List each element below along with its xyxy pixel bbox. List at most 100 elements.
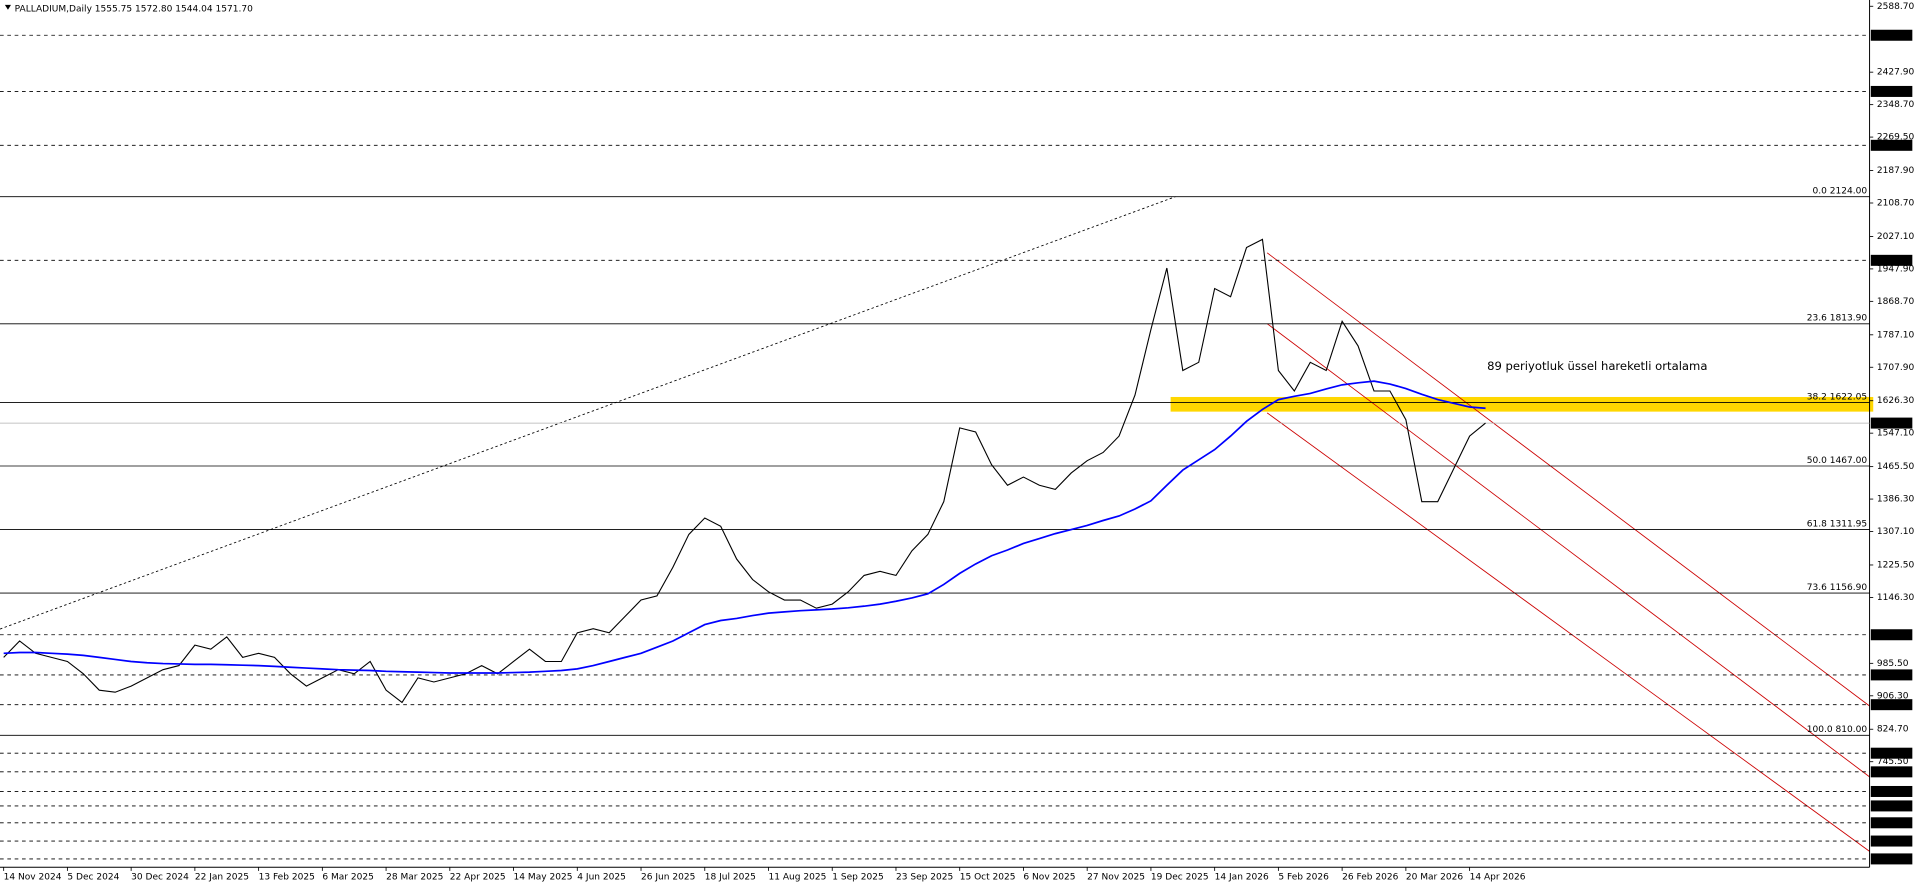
fib-label: 73.6 1156.90	[1807, 582, 1868, 592]
support-zone	[1170, 396, 1874, 412]
x-tick-label: 26 Feb 2026	[1342, 873, 1398, 883]
level-box	[1870, 747, 1913, 759]
level-box	[1870, 835, 1913, 847]
channel-line	[1266, 323, 1870, 778]
fib-label: 38.2 1622.05	[1807, 392, 1867, 402]
chart-header: PALLADIUM,Daily 1555.75 1572.80 1544.04 …	[15, 4, 253, 14]
fib-level: 50.0	[1807, 455, 1827, 465]
x-tick-label: 5 Dec 2024	[67, 873, 119, 883]
x-tick-label: 26 Jun 2025	[641, 873, 695, 883]
level-label: 672.85	[1874, 787, 1906, 797]
y-tick-label: 1386.30	[1877, 495, 1915, 505]
trend-line	[0, 196, 1176, 630]
level-label: 957.30	[1874, 670, 1906, 680]
y-tick-label: 906.30	[1877, 691, 1909, 701]
high: 1572.80	[135, 4, 173, 14]
fib-label: 23.6 1813.90	[1807, 313, 1868, 323]
fib-label: 100.0 810.00	[1807, 725, 1868, 735]
price-line	[3, 238, 1486, 704]
x-tick-label: 30 Dec 2024	[131, 873, 189, 883]
fib-price: 1467.00	[1830, 455, 1868, 465]
y-tick-label: 1146.30	[1877, 593, 1915, 603]
level-box	[1870, 629, 1913, 641]
y-tick-label: 2027.10	[1877, 232, 1915, 242]
x-tick-label: 14 Apr 2026	[1470, 873, 1526, 883]
close: 1571.70	[216, 4, 254, 14]
fib-price: 1156.90	[1830, 582, 1868, 592]
x-tick-label: 18 Jul 2025	[705, 873, 756, 883]
fib-price: 1622.05	[1830, 392, 1867, 402]
symbol: PALLADIUM,Daily	[15, 4, 93, 14]
x-tick-label: 5 Feb 2026	[1278, 873, 1329, 883]
y-tick-label: 1465.50	[1877, 462, 1915, 472]
fib-level: 100.0	[1807, 725, 1833, 735]
x-tick-label: 13 Feb 2025	[259, 873, 315, 883]
level-label: 1968.80	[1874, 256, 1912, 266]
current-price-box	[1870, 417, 1913, 429]
ema-annotation: 89 periyotluk üssel hareketli ortalama	[1487, 359, 1707, 373]
x-tick-label: 6 Mar 2025	[322, 873, 374, 883]
fib-label: 50.0 1467.00	[1807, 455, 1868, 465]
x-tick-label: 22 Apr 2025	[450, 873, 506, 883]
level-box	[1870, 85, 1913, 97]
level-label: 637.60	[1874, 801, 1906, 811]
x-tick-label: 14 Jan 2026	[1215, 873, 1269, 883]
x-tick-label: 14 Nov 2024	[4, 873, 62, 883]
level-label: 508.30	[1874, 854, 1906, 864]
fib-level: 61.8	[1807, 519, 1827, 529]
y-tick-label: 2427.90	[1877, 68, 1915, 78]
level-box	[1870, 254, 1913, 266]
y-tick-label: 2588.70	[1877, 2, 1915, 12]
level-box	[1870, 785, 1913, 797]
y-tick-label: 2187.90	[1877, 166, 1915, 176]
y-tick-label: 1707.90	[1877, 363, 1915, 373]
open: 1555.75	[95, 4, 132, 14]
fib-level: 73.6	[1807, 582, 1827, 592]
x-tick-label: 27 Nov 2025	[1087, 873, 1145, 883]
level-box	[1870, 800, 1913, 812]
fib-label: 61.8 1311.95	[1807, 519, 1867, 529]
x-tick-label: 14 May 2025	[514, 873, 573, 883]
level-box	[1870, 669, 1913, 681]
x-tick-label: 4 Jun 2025	[577, 873, 626, 883]
x-tick-label: 1 Sep 2025	[832, 873, 884, 883]
level-label: 1055.25	[1874, 630, 1911, 640]
fib-price: 1311.95	[1830, 519, 1867, 529]
current-price-label: 1571.70	[1874, 419, 1912, 429]
fib-level: 23.6	[1807, 313, 1827, 323]
x-tick-label: 6 Nov 2025	[1023, 873, 1075, 883]
fib-level: 38.2	[1807, 392, 1827, 402]
level-box	[1870, 139, 1913, 151]
level-box	[1870, 29, 1913, 41]
level-label: 766.25	[1874, 749, 1906, 759]
fib-price: 810.00	[1836, 725, 1868, 735]
level-label: 551.90	[1874, 837, 1906, 847]
y-tick-label: 1547.10	[1877, 429, 1915, 439]
fib-price: 1813.90	[1830, 313, 1868, 323]
ema-line	[3, 380, 1486, 674]
y-tick-label: 1626.30	[1877, 396, 1915, 406]
y-tick-label: 1307.10	[1877, 527, 1915, 537]
y-tick-label: 985.50	[1877, 659, 1909, 669]
menu-arrow[interactable]	[4, 4, 11, 10]
y-tick-label: 2108.70	[1877, 198, 1915, 208]
low: 1544.04	[175, 4, 213, 14]
y-tick-label: 2348.70	[1877, 100, 1915, 110]
x-tick-label: 15 Oct 2025	[960, 873, 1016, 883]
level-box	[1870, 699, 1913, 711]
channel-line	[1266, 252, 1870, 707]
annotations	[0, 196, 1874, 852]
y-tick-label: 745.50	[1877, 757, 1909, 767]
level-label: 2518.00	[1874, 31, 1912, 41]
y-tick-label: 1868.70	[1877, 297, 1915, 307]
fib-price: 2124.00	[1830, 186, 1868, 196]
fib-level: 0.0	[1813, 186, 1828, 196]
x-tick-label: 11 Aug 2025	[769, 873, 827, 883]
channel-line	[1266, 412, 1870, 852]
y-tick-label: 1787.10	[1877, 330, 1915, 340]
x-tick-label: 19 Dec 2025	[1151, 873, 1209, 883]
y-tick-label: 1947.90	[1877, 264, 1915, 274]
level-label: 2249.45	[1874, 141, 1911, 151]
